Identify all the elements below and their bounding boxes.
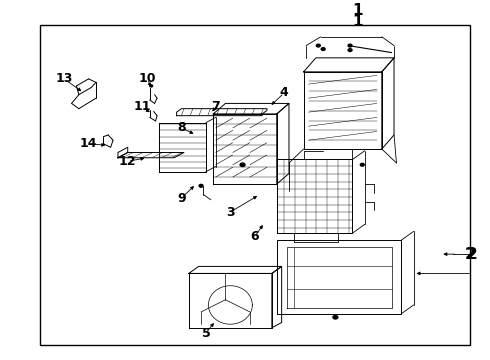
Text: 5: 5: [201, 327, 210, 339]
Text: 4: 4: [280, 86, 289, 99]
Bar: [40, 24, 470, 345]
Text: 7: 7: [211, 100, 220, 113]
Polygon shape: [348, 44, 352, 47]
Text: 3: 3: [226, 206, 235, 219]
Polygon shape: [150, 85, 153, 87]
Polygon shape: [348, 49, 352, 51]
Polygon shape: [360, 163, 364, 166]
Text: 13: 13: [55, 72, 73, 85]
Text: 1: 1: [352, 14, 363, 29]
Polygon shape: [199, 184, 203, 187]
Polygon shape: [333, 315, 338, 319]
Polygon shape: [321, 48, 325, 50]
Text: 11: 11: [134, 100, 151, 113]
Text: 8: 8: [177, 121, 186, 134]
Text: 6: 6: [250, 230, 259, 243]
Text: 14: 14: [80, 137, 98, 150]
Text: 2: 2: [465, 247, 476, 262]
Polygon shape: [317, 44, 320, 47]
Text: 12: 12: [119, 155, 137, 168]
Text: 1: 1: [352, 3, 363, 18]
Polygon shape: [240, 163, 245, 167]
Text: 9: 9: [177, 192, 186, 204]
Text: 2: 2: [466, 247, 477, 262]
Text: 10: 10: [139, 72, 156, 85]
